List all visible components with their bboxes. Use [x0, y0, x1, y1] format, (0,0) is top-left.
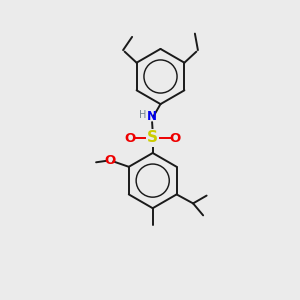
Text: O: O [105, 154, 116, 167]
Text: N: N [147, 110, 157, 124]
Text: O: O [124, 131, 136, 145]
Text: S: S [147, 130, 158, 146]
Text: H: H [139, 110, 146, 120]
Text: O: O [169, 131, 181, 145]
